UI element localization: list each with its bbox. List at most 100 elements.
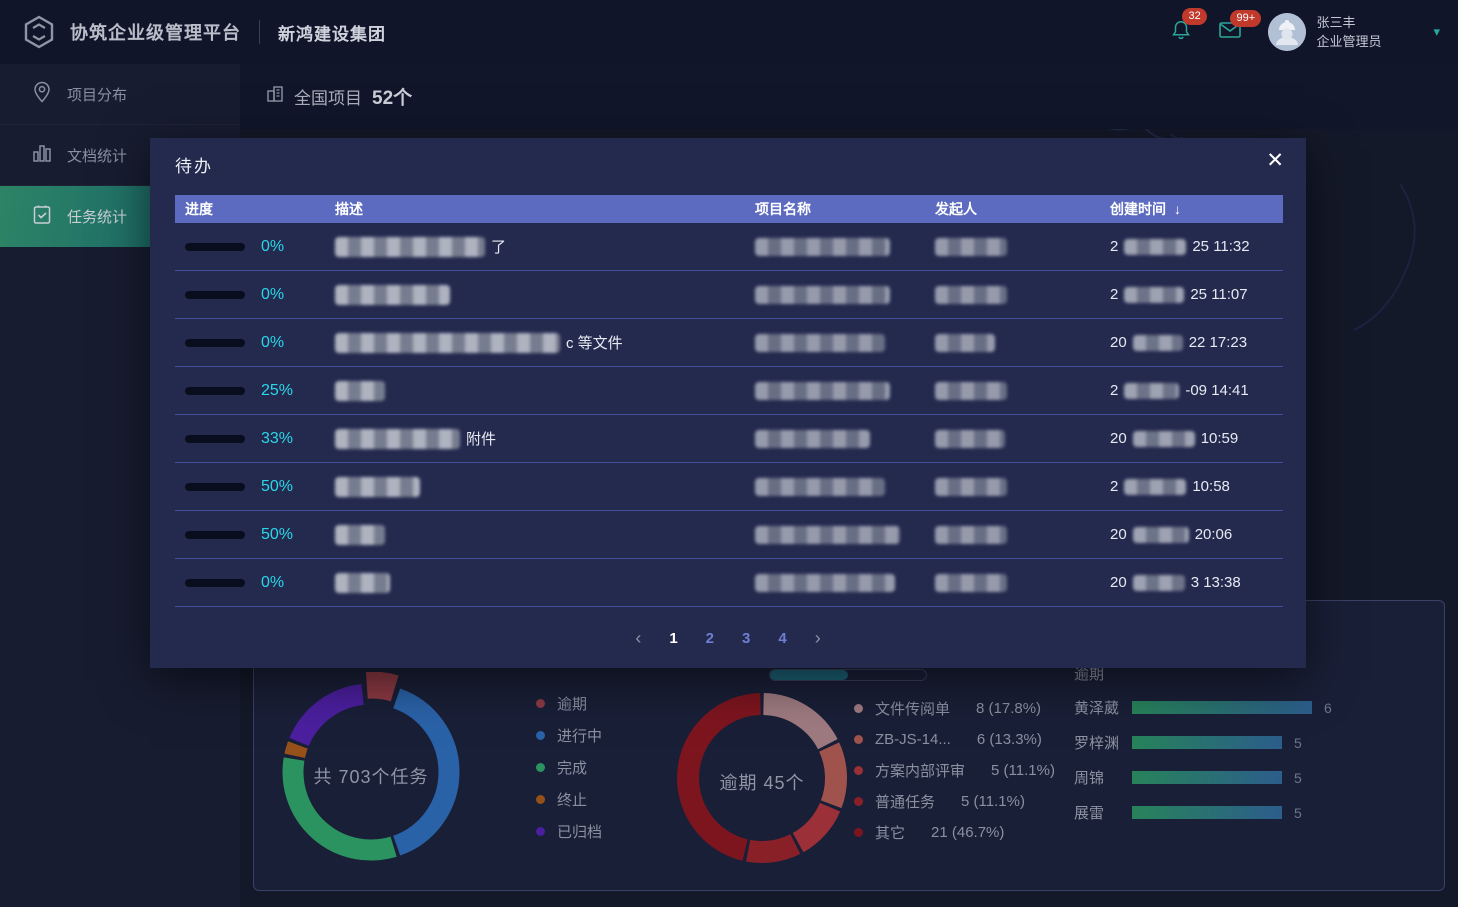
progress-bar: [185, 386, 245, 395]
platform-title: 协筑企业级管理平台: [70, 23, 241, 43]
redacted-project-name: [755, 429, 870, 448]
created-time-cell: 2 25 11:07: [1110, 286, 1273, 303]
table-row[interactable]: 0% 了 2 25 11:32: [175, 223, 1283, 271]
chart-scrollbar[interactable]: [769, 669, 927, 681]
project-cell: [755, 285, 935, 304]
table-row[interactable]: 50% 20 20:06: [175, 511, 1283, 559]
redacted-initiator: [935, 381, 1007, 400]
chevron-down-icon[interactable]: ▾: [1433, 24, 1440, 39]
progress-cell: 0%: [185, 574, 335, 592]
clipboard-check-icon: [32, 204, 52, 229]
column-header-project: 项目名称: [755, 199, 935, 219]
column-header-initiator: 发起人: [935, 199, 1110, 219]
project-cell: [755, 573, 935, 592]
bar-category-label: 展雷: [1074, 805, 1105, 822]
progress-percent: 25%: [261, 381, 294, 399]
notification-bell-icon[interactable]: 32: [1170, 7, 1207, 47]
legend-dot: [536, 794, 545, 804]
progress-bar: [185, 242, 245, 251]
project-cell: [755, 477, 935, 496]
time-prefix: 2: [1110, 286, 1119, 303]
created-time-cell: 2 10:58: [1110, 478, 1273, 495]
redacted-project-name: [755, 381, 890, 400]
legend-item: ZB-JS-14... 6 (13.3%): [854, 724, 1055, 755]
page-button-1[interactable]: 1: [669, 630, 678, 647]
legend-label: 方案内部评审: [875, 763, 966, 780]
time-suffix: 10:59: [1200, 430, 1239, 447]
progress-bar: [185, 338, 245, 347]
bar: [1132, 806, 1282, 819]
donut-segment-逾期: [365, 672, 399, 702]
column-header-progress: 进度: [185, 199, 335, 219]
donut-segment-方案内部评审: [792, 802, 841, 853]
mail-icon[interactable]: 99+: [1218, 9, 1262, 45]
time-suffix: 22 17:23: [1188, 334, 1248, 351]
user-menu[interactable]: 张三丰 企业管理员: [1268, 13, 1381, 52]
progress-bar: [185, 578, 245, 587]
created-time-cell: 20 3 13:38: [1110, 574, 1273, 591]
overdue-bars-title: 逾期: [1074, 666, 1105, 683]
page-button-2[interactable]: 2: [705, 630, 714, 647]
chart-scrollbar-thumb[interactable]: [770, 670, 848, 680]
close-icon[interactable]: ✕: [1266, 149, 1284, 172]
page-button-3[interactable]: 3: [742, 630, 751, 647]
pagination: ‹ 1 2 3 4 ›: [150, 628, 1306, 649]
location-pin-icon: [32, 81, 52, 107]
bar: [1132, 771, 1282, 784]
redacted-project-name: [755, 573, 895, 592]
header-right: 32 99+ 张三丰 企业管理员 ▾: [1170, 0, 1440, 64]
legend-dot: [854, 797, 863, 806]
table-row[interactable]: 33% 附件 20 10:59: [175, 415, 1283, 463]
mail-badge: 99+: [1230, 9, 1262, 27]
task-donut-center-label: 共 703个任务: [313, 767, 429, 787]
bell-badge: 32: [1182, 7, 1207, 25]
legend-value: 6 (13.3%): [976, 731, 1042, 748]
bar: [1132, 701, 1312, 714]
redacted-project-name: [755, 237, 890, 256]
description-cell: [335, 476, 755, 497]
page-next-button[interactable]: ›: [814, 628, 821, 648]
progress-percent: 0%: [261, 333, 285, 351]
redacted-description: [335, 524, 385, 545]
progress-percent: 33%: [261, 429, 294, 447]
sort-desc-icon[interactable]: ↓: [1174, 201, 1181, 217]
initiator-cell: [935, 381, 1110, 400]
progress-cell: 0%: [185, 238, 335, 256]
initiator-cell: [935, 285, 1110, 304]
progress-percent: 50%: [261, 477, 294, 495]
modal-title: 待办: [175, 157, 213, 176]
table-row[interactable]: 0% c 等文件 20 22 17:23: [175, 319, 1283, 367]
donut-segment-进行中: [392, 688, 460, 856]
progress-percent: 0%: [261, 237, 285, 255]
donut-segment-完成: [282, 757, 397, 861]
redacted-project-name: [755, 285, 890, 304]
todo-modal: 待办 ✕ 进度 描述 项目名称 发起人 创建时间 ↓ 0% 了 2 25 11:32 0% 2 25 …: [150, 138, 1306, 668]
page-button-4[interactable]: 4: [778, 630, 787, 647]
legend-item: 其它 21 (46.7%): [854, 817, 1055, 848]
table-row[interactable]: 0% 2 25 11:07: [175, 271, 1283, 319]
legend-label: ZB-JS-14...: [875, 731, 951, 748]
region-bar: 全国项目 52个: [240, 64, 1458, 129]
column-header-label: 描述: [335, 201, 363, 217]
redacted-initiator: [935, 333, 995, 352]
table-row[interactable]: 25% 2 -09 14:41: [175, 367, 1283, 415]
column-header-created[interactable]: 创建时间 ↓: [1110, 199, 1273, 219]
sidebar-item-project-distribution[interactable]: 项目分布: [0, 64, 240, 125]
legend-value: 21 (46.7%): [931, 824, 1005, 841]
legend-dot: [536, 826, 545, 836]
description-cell: [335, 284, 755, 305]
page-prev-button[interactable]: ‹: [635, 628, 642, 648]
project-cell: [755, 525, 935, 544]
sidebar-item-label: 项目分布: [67, 86, 128, 104]
progress-percent: 0%: [261, 285, 285, 303]
legend-item: 完成: [536, 751, 602, 783]
overdue-bar-chart: 黄泽葳 6 罗梓渊 5 周锦 5 展雷 5: [1074, 690, 1332, 830]
redacted-description: [335, 332, 560, 353]
bar-value-label: 5: [1294, 804, 1302, 821]
table-row[interactable]: 0% 20 3 13:38: [175, 559, 1283, 607]
created-time-cell: 2 -09 14:41: [1110, 382, 1273, 399]
sidebar-item-document-stats[interactable]: 文档统计: [0, 125, 240, 186]
donut-segment-ZB-JS-14...: [819, 742, 847, 809]
initiator-cell: [935, 333, 1110, 352]
table-row[interactable]: 50% 2 10:58: [175, 463, 1283, 511]
